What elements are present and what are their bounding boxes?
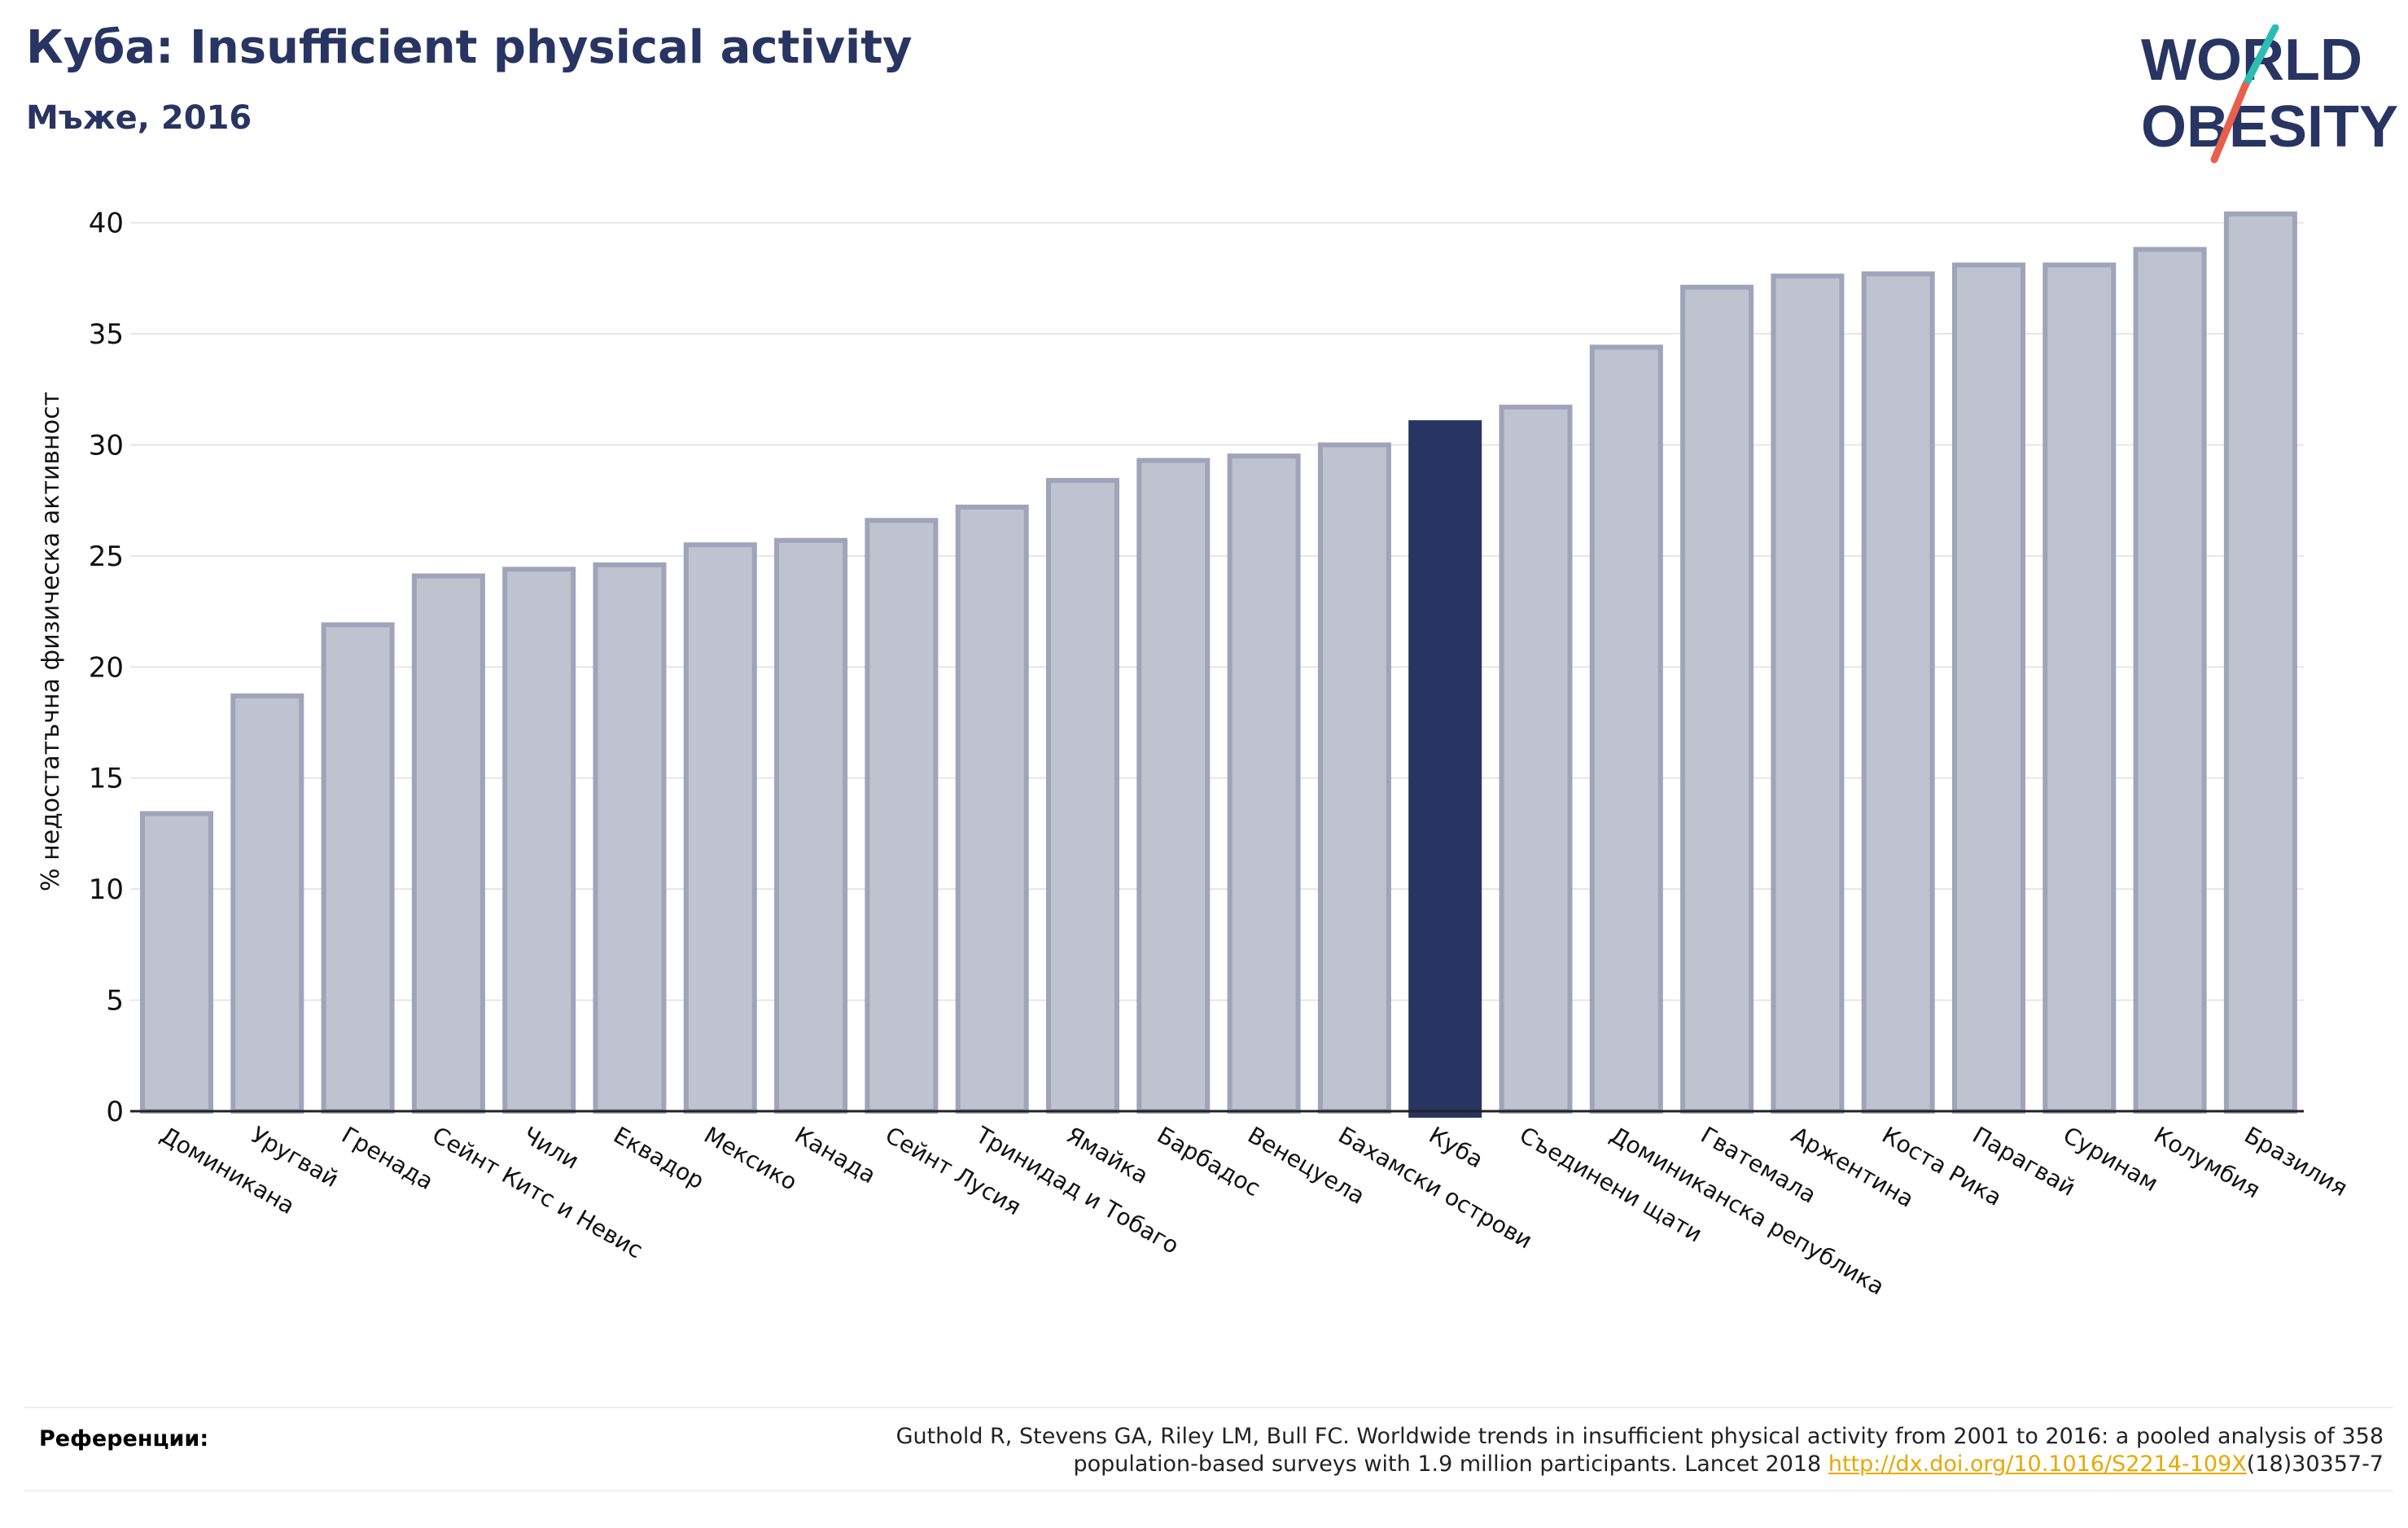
references-divider-bottom [24,1490,2393,1491]
references-text: Guthold R, Stevens GA, Riley LM, Bull FC… [593,1423,2384,1478]
x-tick-label: Канада [790,1121,881,1189]
y-tick-label: 35 [89,318,124,351]
y-tick-label: 40 [89,208,124,240]
bar [411,573,485,1114]
bar [1680,284,1754,1114]
x-tick-label: Мексико [699,1121,802,1196]
x-tick-label: Куба [1425,1121,1488,1173]
bar [230,693,304,1114]
bars [140,211,2297,1118]
bar [2223,211,2297,1114]
bar [1861,271,1935,1114]
references-label: Референции: [39,1426,209,1451]
bar-chart: 0 5 10 15 20 25 30 35 40 ДоминиканаУругвайГренад… [37,208,2353,1301]
y-tick-label: 20 [89,651,124,684]
x-tick-label: Еквадор [609,1121,709,1194]
world-obesity-logo: WORLD OBESITY [2141,24,2398,164]
references-line2-pre: population-based surveys with 1.9 millio… [1073,1451,1828,1477]
references-line2-post: (18)30357-7 [2246,1451,2384,1477]
bar [865,518,939,1114]
y-tick-label: 15 [89,763,124,795]
bar [321,622,395,1114]
references-divider-top [24,1407,2393,1408]
bar [1046,478,1119,1114]
bar [1952,262,2025,1114]
x-tick-label: Чили [519,1121,584,1174]
references-line1: Guthold R, Stevens GA, Riley LM, Bull FC… [895,1424,2384,1449]
y-tick-label: 25 [89,541,124,573]
x-tick-label: Гренада [337,1121,438,1195]
y-tick-label: 0 [106,1096,124,1128]
bar [1771,274,1845,1114]
bar [1317,442,1391,1114]
chart-subtitle: Мъже, 2016 [26,99,252,137]
grid-lines [130,221,2304,1001]
bar [140,811,213,1114]
bar [955,504,1029,1114]
bar [683,542,757,1114]
references-doi-link[interactable]: http://dx.doi.org/10.1016/S2214-109X [1828,1451,2247,1477]
logo-text-line2: OBESITY [2141,94,2398,160]
bar [2042,262,2117,1114]
logo-slash-top [2241,24,2279,90]
bar [1499,405,1573,1114]
logo-text-line1: WORLD [2141,28,2362,93]
x-tick-label: Барбадос [1153,1121,1265,1202]
bar [593,562,667,1114]
bar [1227,453,1301,1114]
bar-highlight [1408,420,1482,1118]
y-tick-label: 30 [89,429,124,462]
y-axis-ticks: 0 5 10 15 20 25 30 35 40 [89,208,124,1128]
references-line2: population-based surveys with 1.9 millio… [593,1451,2384,1478]
chart-title: Куба: Insufficient physical activity [26,21,913,74]
y-tick-label: 5 [106,985,124,1018]
bar [774,537,848,1114]
logo-slash-bottom [2210,81,2249,164]
y-tick-label: 10 [89,873,124,906]
bar [1589,344,1663,1114]
y-axis-label: % недостатъчна физическа активност [37,392,65,891]
bar [1136,458,1211,1114]
bar [2133,247,2207,1114]
bar [502,567,576,1114]
